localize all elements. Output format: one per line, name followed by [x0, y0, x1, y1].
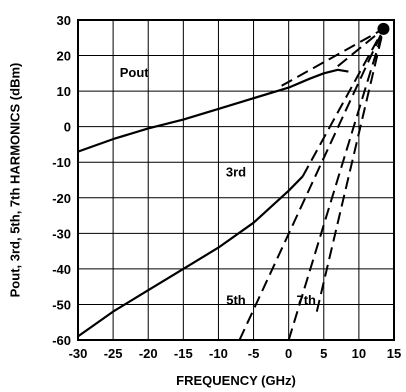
series-line-5th	[238, 28, 385, 341]
plot-frame	[77, 19, 395, 341]
series-line-7th-extrapolation-2	[315, 28, 385, 312]
tick-labels: -30 -25 -20 -15 -10 -5 0 5 10 15-60-50-40-30-20-1…	[52, 13, 401, 361]
y-tick-label: -40	[52, 262, 71, 277]
x-tick-label: -5	[248, 346, 260, 361]
x-tick-label: -25	[104, 346, 123, 361]
series-layer	[77, 22, 390, 341]
series-line-7th	[287, 28, 385, 341]
y-tick-label: 30	[57, 13, 71, 28]
y-tick-label: -10	[52, 155, 71, 170]
x-tick-label: 15	[387, 346, 401, 361]
y-tick-label: 20	[57, 49, 71, 64]
series-line-3rd	[77, 175, 304, 338]
y-tick-label: 10	[57, 84, 71, 99]
x-tick-label: -15	[174, 346, 193, 361]
x-axis-title: FREQUENCY (GHz)	[176, 373, 296, 388]
series-label-5th: 5th	[226, 292, 246, 307]
y-tick-label: -30	[52, 226, 71, 241]
y-tick-label: -60	[52, 333, 71, 348]
series-line-pout-extrapolation-2	[337, 28, 385, 67]
series-label-7th: 7th	[296, 292, 316, 307]
x-tick-label: 0	[285, 346, 292, 361]
series-line-pout-extrapolation	[281, 28, 384, 87]
x-tick-label: -10	[209, 346, 228, 361]
series-line-pout	[77, 68, 349, 153]
x-tick-label: -30	[69, 346, 88, 361]
series-label-pout: Pout	[120, 65, 150, 80]
x-tick-label: 10	[352, 346, 366, 361]
x-tick-label: 5	[320, 346, 327, 361]
intercept-point	[377, 22, 390, 35]
y-axis-title: Pout, 3rd, 5th, 7th HARMONICS (dBm)	[7, 63, 22, 298]
y-tick-label: -50	[52, 297, 71, 312]
y-tick-label: -20	[52, 191, 71, 206]
series-label-3rd: 3rd	[226, 164, 246, 179]
series-labels: Pout 3rd 5th 7th	[120, 65, 316, 308]
series-line-3rd-extrapolation	[301, 28, 385, 177]
x-tick-label: -20	[139, 346, 158, 361]
y-tick-label: 0	[64, 120, 71, 135]
